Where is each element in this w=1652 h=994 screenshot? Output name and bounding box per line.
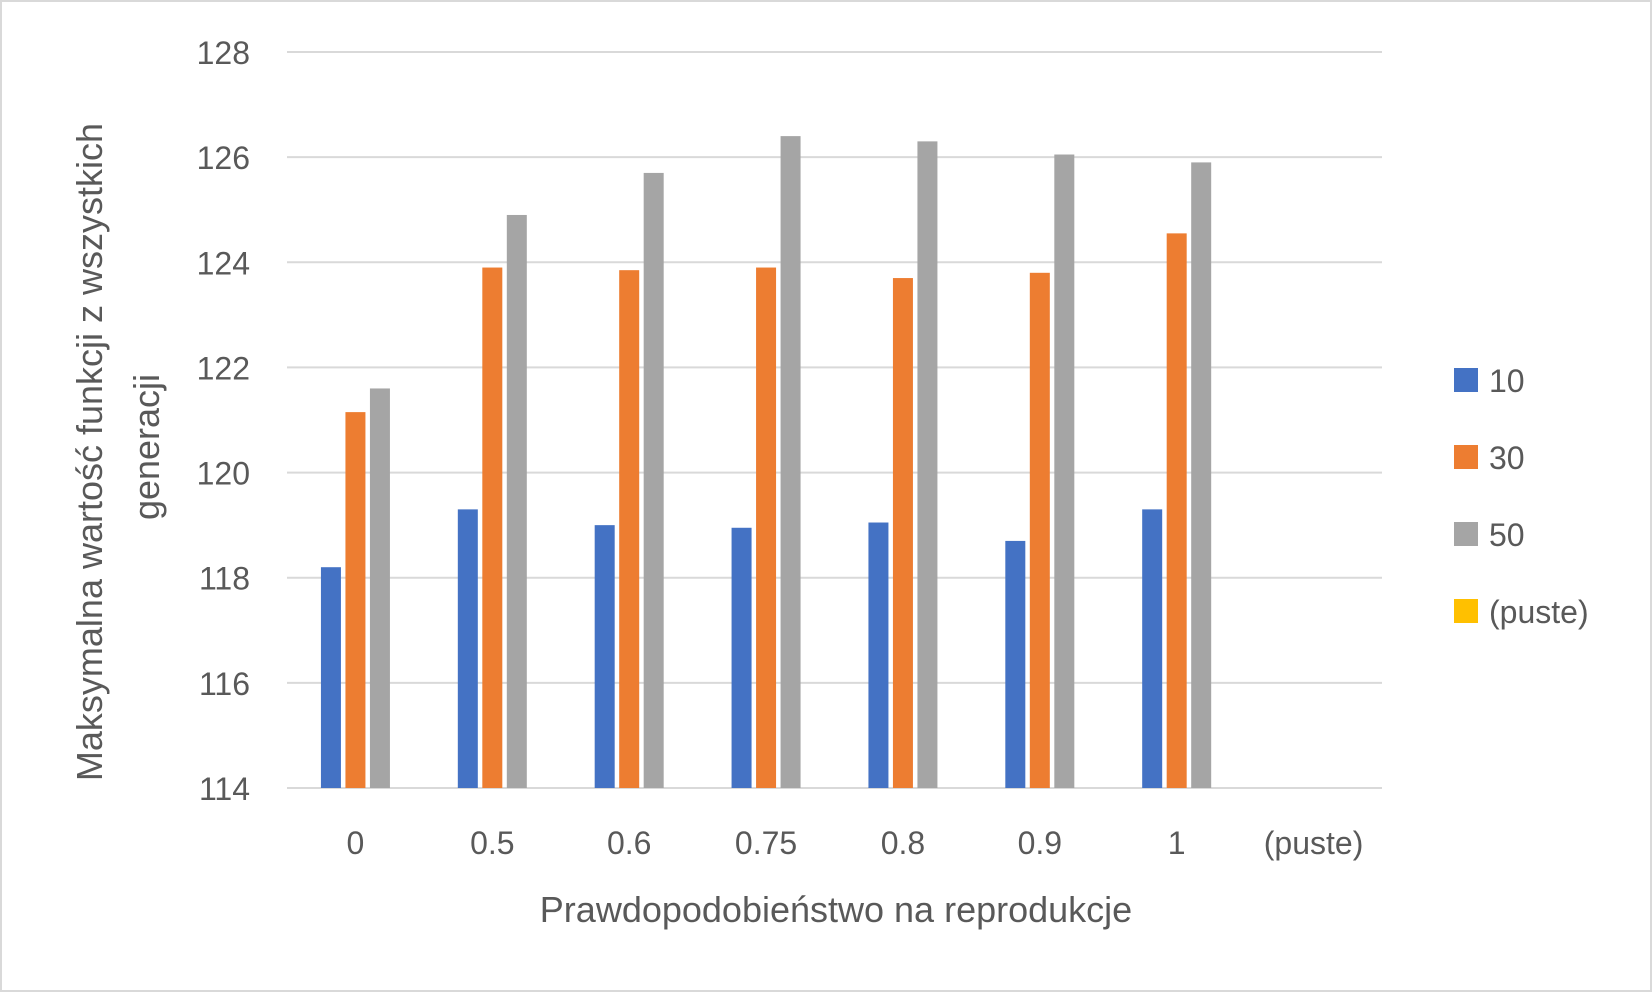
bar-50-0.6 [643,172,664,788]
y-axis-ticks: 114 116 118 120 122 124 126 128 [197,35,250,807]
bar-50-0.9 [1054,154,1075,788]
y-tick-label-4: 122 [197,350,250,386]
bar-10-0.6 [594,525,615,788]
bar-10-0.8 [868,522,889,788]
legend-label-30: 30 [1489,440,1525,476]
legend-label-(puste): (puste) [1489,594,1589,630]
legend-swatch-(puste) [1454,599,1478,623]
legend: 10 30 50 (puste) [1454,363,1589,630]
y-tick-label-6: 126 [197,140,250,176]
bar-50-0.75 [780,136,801,789]
y-axis-title: Maksymalna wartość funkcji z wszystkich … [69,113,167,781]
bar-50-1 [1191,162,1212,788]
bar-50-0 [369,388,390,788]
y-tick-label-2: 118 [199,561,250,597]
y-axis-title-line-1: Maksymalna wartość funkcji z wszystkich [69,123,110,781]
x-tick-label-6: 1 [1168,825,1186,861]
y-tick-label-1: 116 [199,666,250,702]
legend-swatch-30 [1454,445,1478,469]
bar-30-0.75 [756,267,777,788]
bar-10-0.5 [457,509,478,788]
x-axis-title: Prawdopodobieństwo na reprodukcje [540,889,1132,930]
bar-30-0.8 [892,278,913,788]
x-tick-label-2: 0.6 [607,825,651,861]
bars [320,136,1212,789]
bar-50-0.8 [917,141,938,788]
bar-30-0.9 [1029,272,1050,788]
bar-30-0.6 [619,270,640,789]
x-tick-label-3: 0.75 [735,825,797,861]
legend-label-10: 10 [1489,363,1525,399]
bar-50-0.5 [506,214,527,788]
x-tick-label-7: (puste) [1264,825,1364,861]
legend-swatch-50 [1454,522,1478,546]
legend-label-50: 50 [1489,517,1525,553]
x-axis-ticks: 0 0.5 0.6 0.75 0.8 0.9 1 (puste) [347,825,1364,861]
y-axis-title-line-2: generacji [126,374,167,520]
x-tick-label-1: 0.5 [470,825,514,861]
gridlines [287,51,1382,789]
bar-30-1 [1166,233,1187,788]
bar-10-0 [320,567,341,788]
bar-10-0.75 [731,527,752,788]
x-tick-label-4: 0.8 [881,825,925,861]
y-tick-label-0: 114 [199,771,250,807]
y-tick-label-5: 124 [197,245,250,281]
x-tick-label-0: 0 [347,825,365,861]
x-tick-label-5: 0.9 [1018,825,1062,861]
bar-30-0 [345,412,366,788]
legend-swatch-10 [1454,368,1478,392]
bar-30-0.5 [482,267,503,788]
y-tick-label-7: 128 [197,35,250,71]
y-tick-label-3: 120 [197,456,250,492]
bar-10-0.9 [1005,540,1026,788]
bar-10-1 [1142,509,1163,788]
